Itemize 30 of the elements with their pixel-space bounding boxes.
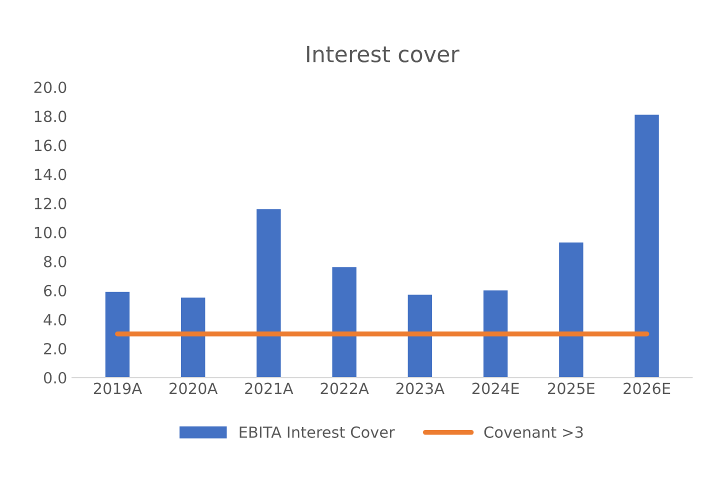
- y-tick-label: 4.0: [44, 314, 66, 326]
- y-tick-label: 0.0: [44, 372, 66, 384]
- x-tick-label: 2024E: [472, 382, 519, 394]
- x-tick-label: 2022A: [320, 382, 369, 394]
- y-tick-label: 16.0: [34, 140, 66, 152]
- y-tick-label: 8.0: [44, 256, 66, 268]
- y-tick-label: 2.0: [44, 342, 66, 354]
- chart-title: Interest cover: [307, 46, 460, 62]
- y-tick-label: 12.0: [34, 198, 66, 210]
- y-tick-label: 6.0: [44, 284, 66, 296]
- bar: [483, 290, 508, 378]
- legend-label: EBITA Interest Cover: [240, 426, 395, 438]
- x-tick-label: 2023A: [396, 382, 444, 394]
- legend-label: Covenant >3: [484, 426, 583, 438]
- bar: [332, 267, 356, 378]
- x-tick-label: 2019A: [94, 382, 142, 394]
- x-tick-label: 2021A: [245, 382, 294, 394]
- bar: [180, 298, 206, 378]
- x-tick-label: 2026E: [624, 382, 670, 394]
- y-tick-label: 14.0: [34, 168, 66, 180]
- x-tick-label: 2020A: [170, 382, 218, 394]
- bar: [408, 294, 432, 378]
- bar: [256, 209, 281, 378]
- y-tick-label: 18.0: [34, 110, 66, 122]
- bar: [559, 242, 584, 378]
- bar: [634, 114, 659, 378]
- y-tick-label: 10.0: [34, 226, 66, 238]
- y-tick-label: 20.0: [34, 82, 66, 94]
- bar: [105, 292, 130, 378]
- x-tick-label: 2025E: [548, 382, 594, 394]
